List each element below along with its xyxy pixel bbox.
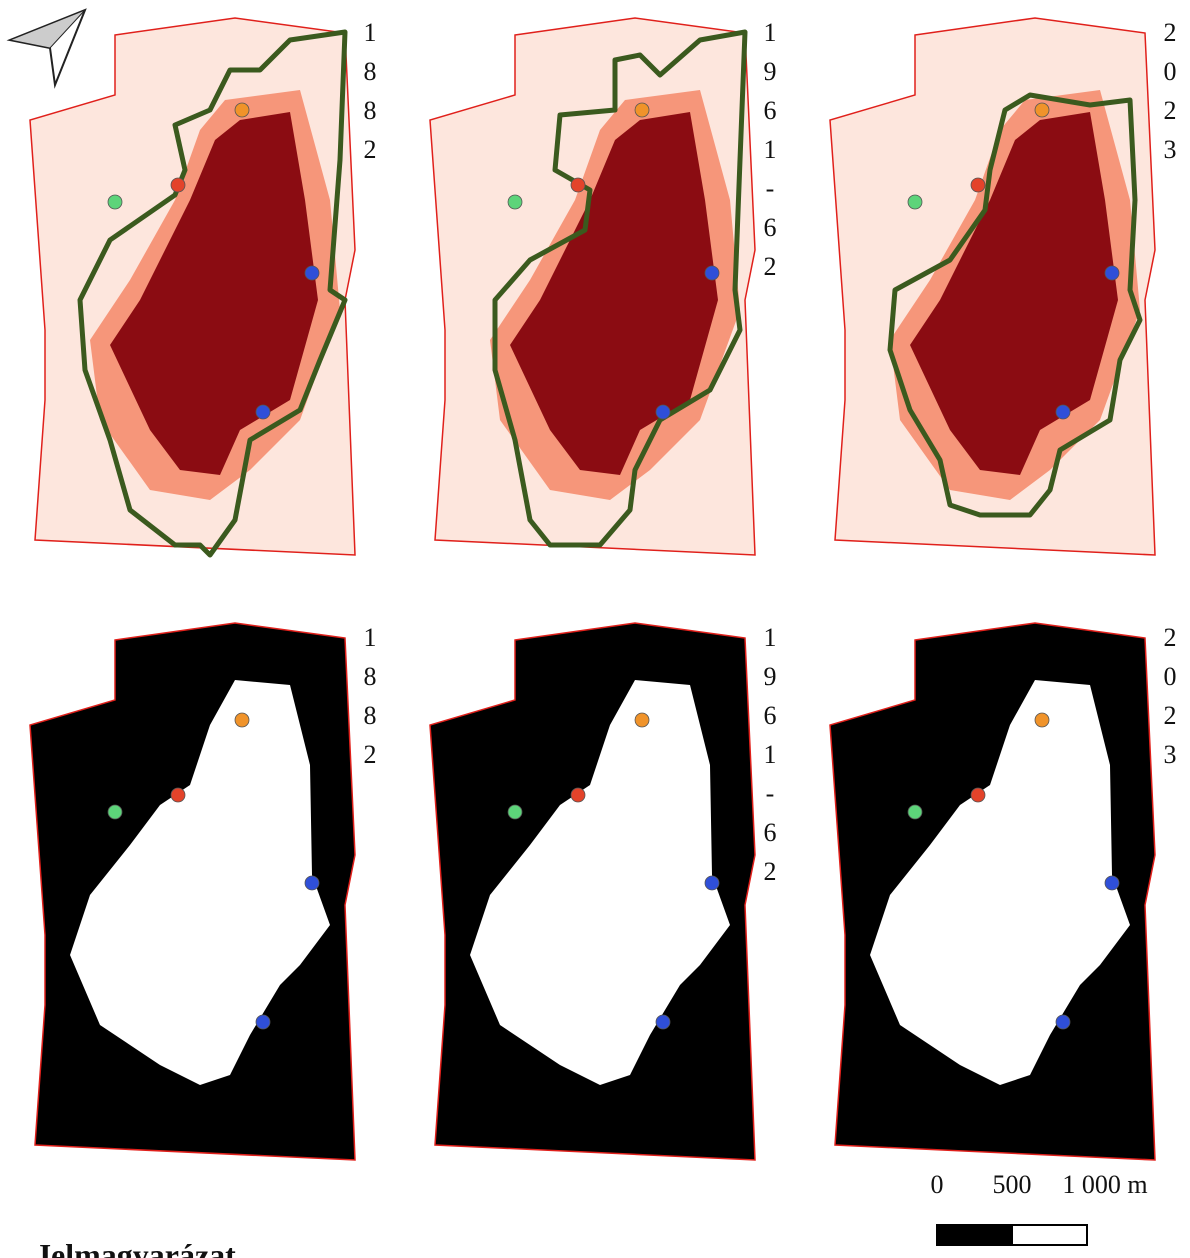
sample-point (1055, 404, 1071, 420)
core-zone (510, 112, 718, 475)
sample-point (507, 194, 523, 210)
sample-point (970, 177, 986, 193)
sample-point (507, 804, 523, 820)
scale-label: 1 000 m (1062, 1170, 1147, 1199)
sample-point (1034, 712, 1050, 728)
sample-point (1104, 265, 1120, 281)
sample-point (655, 1014, 671, 1030)
core-zone (110, 112, 318, 475)
sample-point (970, 787, 986, 803)
sample-point (655, 404, 671, 420)
sample-point (170, 787, 186, 803)
sample-point (704, 875, 720, 891)
legend-title: Jelmagyarázat (35, 1237, 236, 1258)
sample-point (907, 194, 923, 210)
sample-point (107, 194, 123, 210)
open-area (470, 680, 730, 1085)
scale-bar (936, 1224, 1088, 1246)
scale-label: 0 (931, 1170, 944, 1199)
panel-label: 1 9 6 1 -6 2 (764, 623, 777, 886)
sample-point (234, 712, 250, 728)
panel-label: 1 9 6 1 -6 2 (764, 18, 777, 281)
sample-point (1034, 102, 1050, 118)
sample-point (107, 804, 123, 820)
sample-point (304, 265, 320, 281)
sample-point (304, 875, 320, 891)
core-zone (910, 112, 1118, 475)
binary-map-panel: 1 9 6 1 -6 2 (429, 622, 777, 1161)
sample-point (255, 1014, 271, 1030)
contour-line (492, 29, 748, 548)
sample-point (255, 404, 271, 420)
contour-line (887, 92, 1143, 518)
probability-map-panel: 1 9 6 1 -6 2 (429, 17, 777, 556)
sample-point (570, 177, 586, 193)
sample-point (570, 787, 586, 803)
contour-line (77, 29, 348, 558)
sample-point (704, 265, 720, 281)
sample-point (1055, 1014, 1071, 1030)
sample-point (1104, 875, 1120, 891)
sample-point (170, 177, 186, 193)
open-area (870, 680, 1130, 1085)
sample-point (234, 102, 250, 118)
sample-point (634, 712, 650, 728)
sample-point (907, 804, 923, 820)
open-area (70, 680, 330, 1085)
north-arrow (6, 8, 87, 89)
sample-point (634, 102, 650, 118)
scale-label: 500 (993, 1170, 1032, 1199)
